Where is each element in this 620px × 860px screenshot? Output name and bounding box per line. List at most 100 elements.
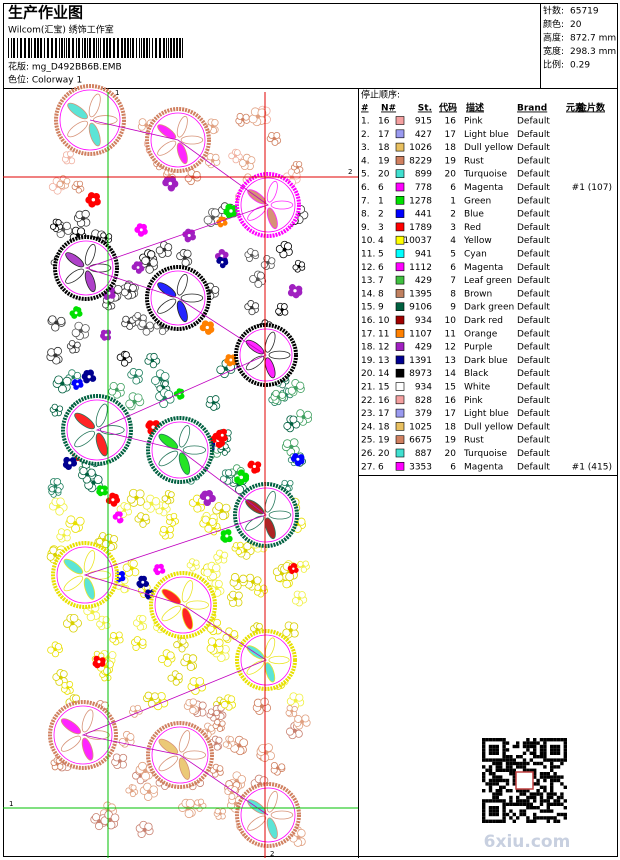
flower-center — [296, 835, 301, 840]
motif-leaf — [182, 750, 206, 760]
needle: 20 — [378, 449, 390, 459]
flower-center — [272, 136, 276, 141]
bar — [143, 38, 145, 58]
qr-module — [488, 738, 493, 742]
row-number: 21. — [361, 383, 375, 393]
qr-module — [543, 816, 547, 820]
qr-module — [519, 765, 523, 769]
flower-center — [194, 683, 199, 688]
petal — [284, 242, 292, 251]
petal — [251, 467, 258, 474]
petal — [146, 321, 154, 330]
qr-module — [505, 765, 510, 769]
qr-module — [495, 809, 499, 813]
qr-module — [539, 772, 544, 776]
petal — [291, 563, 298, 569]
qr-module — [556, 812, 561, 817]
needle: 7 — [378, 276, 384, 286]
petal — [216, 765, 224, 772]
qr-module — [512, 778, 516, 783]
qr-module — [529, 744, 533, 749]
qr-module — [499, 785, 503, 789]
qr-module — [492, 758, 496, 762]
petal — [55, 219, 62, 226]
color-swatch — [395, 275, 405, 285]
petal — [243, 542, 252, 551]
qr-module — [539, 738, 544, 742]
flower-center — [229, 358, 233, 362]
petal — [212, 153, 220, 162]
qr-module — [502, 819, 506, 823]
petal — [291, 705, 298, 713]
motif-leaf — [264, 490, 276, 513]
row-number: 2. — [361, 130, 370, 140]
qr-module — [482, 758, 486, 762]
watermark: 6xiu.com — [484, 832, 571, 852]
qr-module — [526, 819, 530, 823]
motif-leaf — [266, 817, 278, 840]
needle: 19 — [378, 436, 390, 446]
flower-center — [233, 801, 238, 806]
motif-leaf — [157, 124, 177, 140]
qr-module — [505, 812, 510, 817]
row-number: 19. — [361, 356, 375, 366]
qr-module — [556, 799, 561, 803]
qr-module — [533, 792, 537, 796]
flower-center — [210, 569, 215, 574]
qr-module — [499, 765, 503, 769]
motif-leaf — [81, 709, 94, 733]
guide-label: 2 — [348, 168, 352, 176]
qr-module — [522, 799, 527, 803]
description: White — [464, 383, 491, 393]
qr-module — [533, 775, 537, 779]
needle: 18 — [378, 422, 390, 432]
qr-module — [543, 738, 547, 742]
petal — [296, 161, 303, 168]
petal — [100, 232, 107, 239]
qr-module — [499, 799, 503, 803]
stat-value: 20 — [570, 20, 582, 30]
motif-leaf — [182, 445, 206, 455]
flower-center — [219, 508, 224, 513]
petal — [289, 622, 299, 631]
petal — [142, 513, 150, 522]
row-number: 26. — [361, 449, 375, 459]
qr-module — [563, 799, 567, 803]
flower-center — [214, 741, 218, 745]
flower-center — [55, 223, 58, 227]
flower-center — [187, 234, 191, 238]
motif-leaf — [266, 180, 278, 203]
flower-center — [293, 698, 298, 703]
code: 18 — [445, 422, 457, 432]
qr-module — [546, 802, 550, 806]
petal — [212, 395, 220, 403]
petal — [264, 743, 273, 753]
medallion-ring — [240, 787, 296, 843]
qr-module — [553, 802, 557, 806]
description: Blue — [464, 210, 484, 220]
motif-leaf — [100, 425, 125, 435]
petal — [55, 487, 62, 494]
flower-center — [167, 495, 171, 499]
flower-center — [220, 260, 224, 264]
qr-module — [522, 812, 527, 817]
qr-module — [553, 792, 557, 796]
qr-module — [539, 744, 544, 749]
row-number: 24. — [361, 422, 375, 432]
code: 11 — [445, 329, 456, 339]
petal — [116, 517, 123, 524]
qr-module — [543, 744, 547, 749]
qr-module — [492, 744, 496, 749]
flower-center — [97, 660, 101, 664]
qr-module — [526, 806, 530, 810]
flower-center — [127, 289, 132, 293]
qr-module — [539, 775, 544, 779]
sequins: #1 (107) — [572, 183, 612, 193]
qr-module — [546, 792, 550, 796]
petal — [141, 771, 151, 781]
qr-module — [502, 778, 506, 783]
motif-leaf — [63, 575, 84, 592]
petal — [133, 393, 143, 403]
row-number: 7. — [361, 196, 370, 206]
petal — [282, 579, 291, 589]
